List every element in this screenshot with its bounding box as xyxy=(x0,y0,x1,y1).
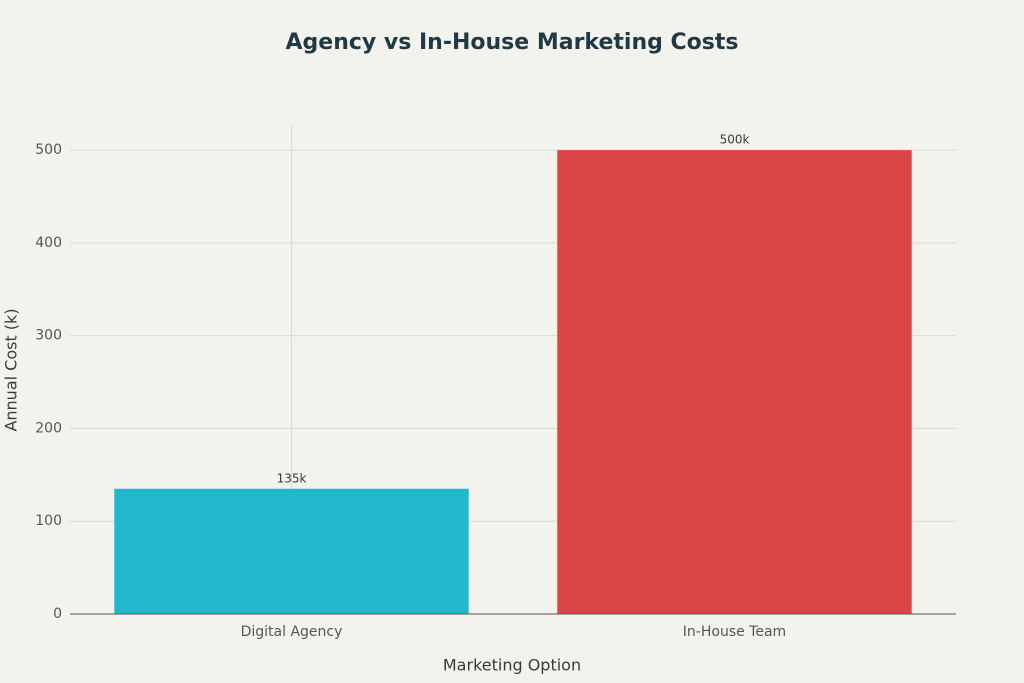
y-tick-label: 100 xyxy=(35,513,62,529)
y-tick-label: 200 xyxy=(35,420,62,436)
y-axis-title: Annual Cost (k) xyxy=(2,308,21,431)
x-tick-label: In-House Team xyxy=(683,624,786,640)
value-label: 135k xyxy=(277,471,307,485)
x-axis-title: Marketing Option xyxy=(443,656,581,675)
value-label: 500k xyxy=(720,133,750,147)
y-tick-label: 500 xyxy=(35,142,62,158)
x-tick-label: Digital Agency xyxy=(241,624,343,640)
bar xyxy=(557,150,912,614)
chart-title: Agency vs In-House Marketing Costs xyxy=(286,30,739,55)
y-tick-label: 400 xyxy=(35,235,62,251)
bar xyxy=(114,488,469,614)
y-tick-label: 0 xyxy=(53,606,62,622)
y-tick-label: 300 xyxy=(35,328,62,344)
